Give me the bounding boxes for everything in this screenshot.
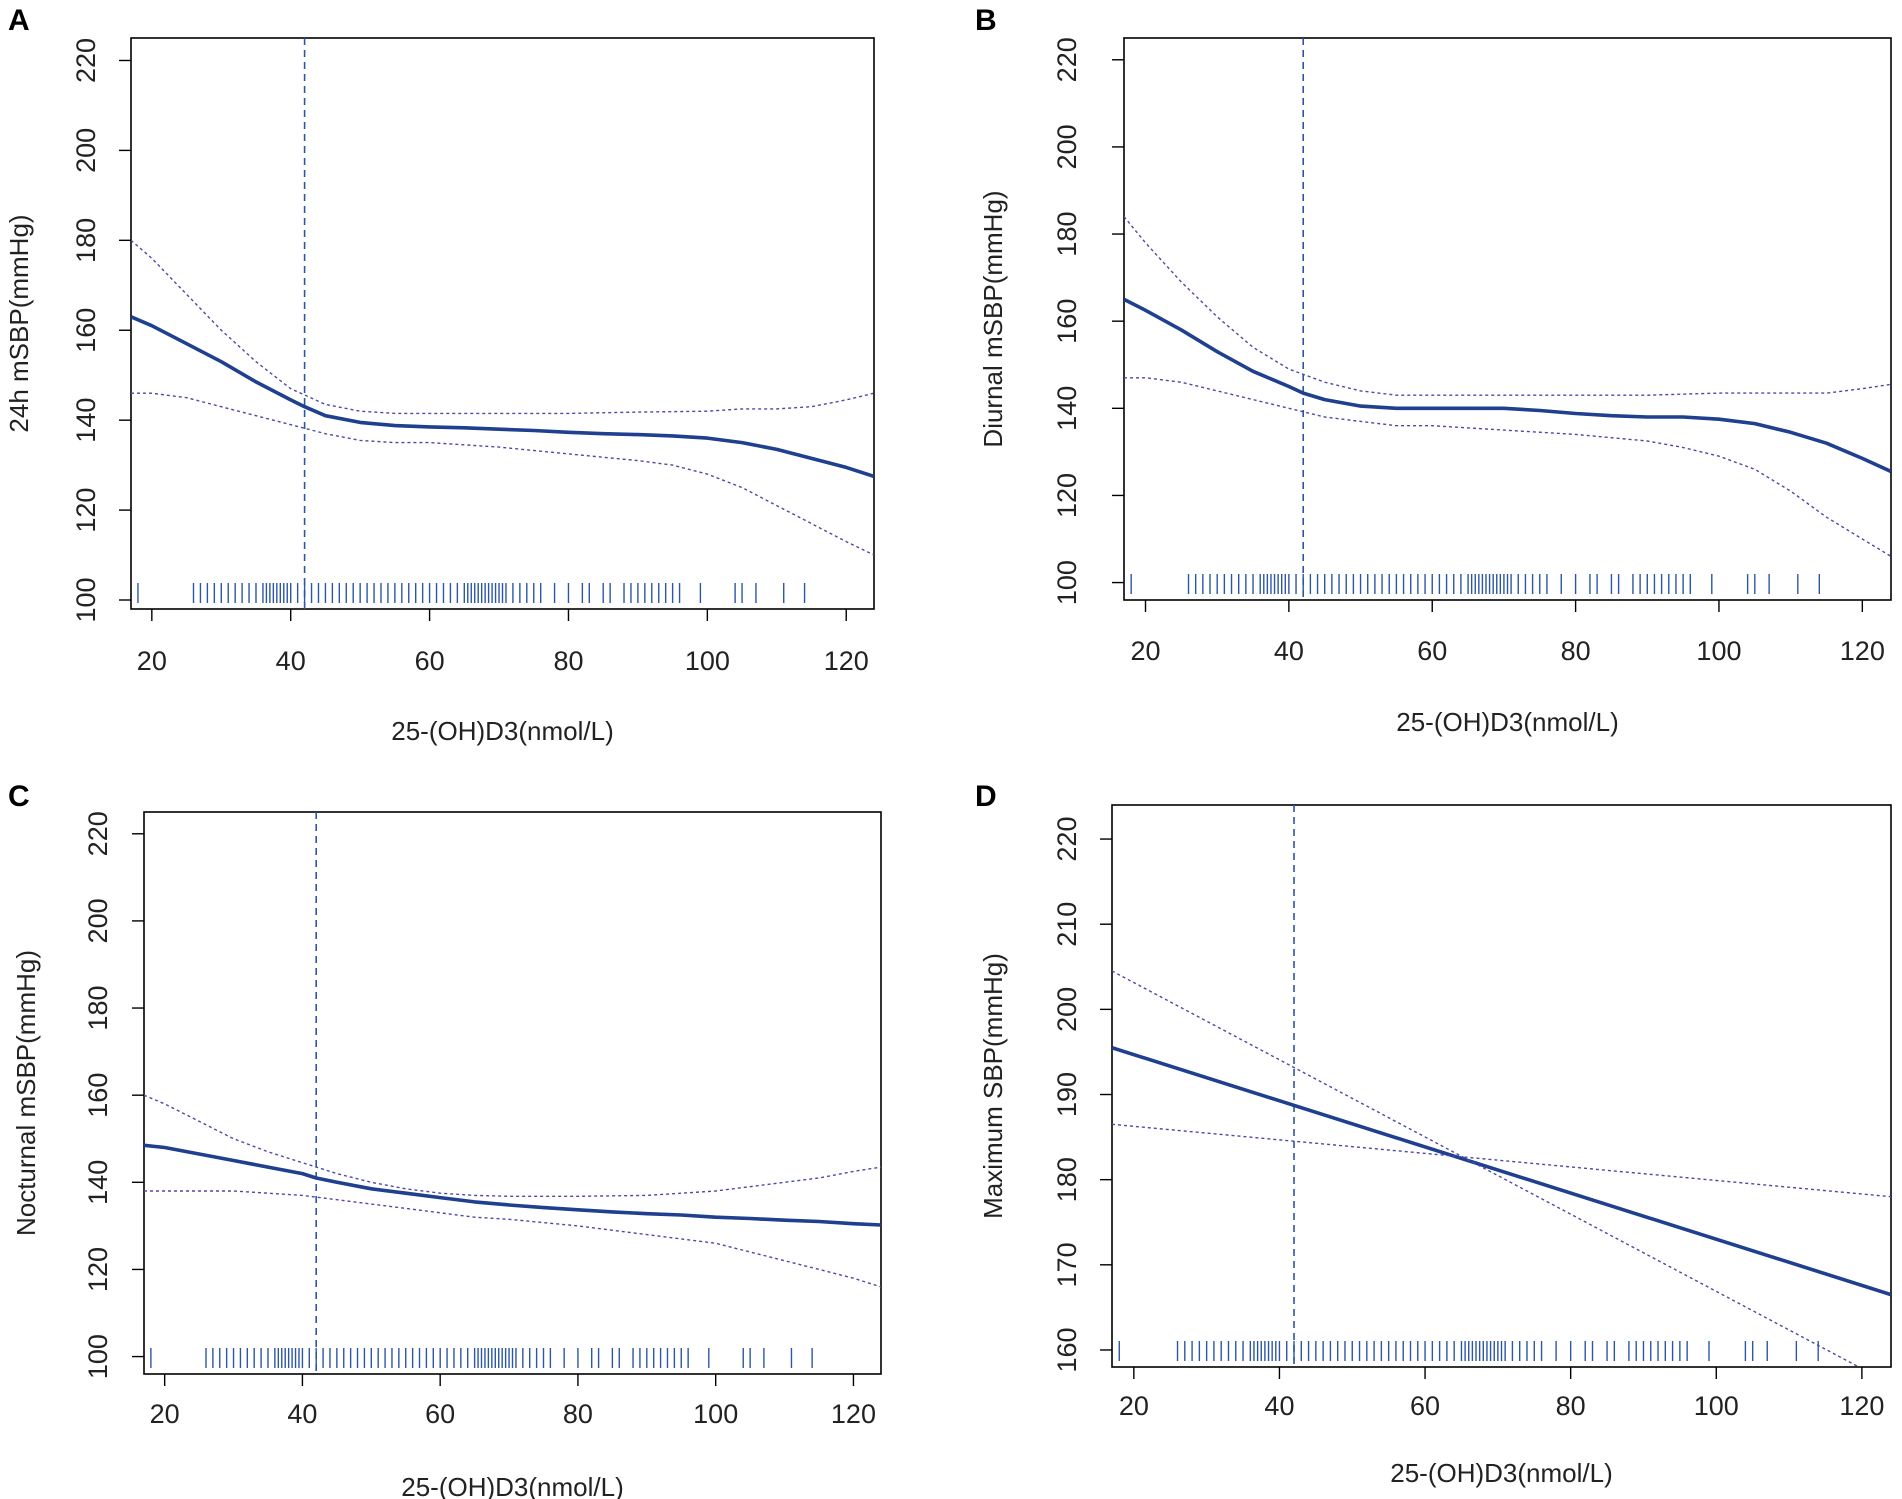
panel-a: A 20 40 60 80 100 120 100 120 140 160 180 200 220 25-(…	[4, 4, 875, 746]
x-tick-label: 60	[1417, 636, 1447, 666]
y-tick-label: 100	[83, 1334, 113, 1379]
x-tick-label: 80	[553, 646, 583, 676]
y-axis-title: Nocturnal mSBP(mmHg)	[11, 950, 41, 1236]
fit-curve	[1124, 297, 1891, 474]
y-tick-label: 180	[83, 986, 113, 1031]
x-tick-label: 120	[831, 1399, 876, 1429]
x-tick-label: 20	[150, 1399, 180, 1429]
x-tick-label: 120	[824, 646, 869, 676]
plot-content	[1124, 38, 1891, 600]
x-tick-label: 40	[1264, 1391, 1294, 1421]
y-tick-label: 180	[1052, 212, 1082, 257]
lower-ci-curve	[144, 1190, 881, 1288]
x-tick-label: 60	[415, 646, 445, 676]
x-tick-label: 100	[685, 646, 730, 676]
plot-frame	[1123, 37, 1892, 601]
x-axis-title: 25-(OH)D3(nmol/L)	[1396, 707, 1619, 737]
y-tick-label: 220	[1052, 817, 1082, 862]
x-tick-label: 100	[1694, 1391, 1739, 1421]
upper-ci-curve	[1112, 970, 1861, 1367]
panel-c: C 20 40 60 80 100 120 100 120 140 160 180 200 220 25-(…	[8, 780, 882, 1499]
y-axis-title: 24h mSBP(mmHg)	[4, 214, 34, 432]
y-axis-title: Maximum SBP(mmHg)	[978, 953, 1008, 1219]
fit-curve	[131, 315, 874, 479]
plot-content	[144, 812, 881, 1374]
fit-curve	[1112, 1045, 1891, 1297]
fit-curve	[144, 1143, 881, 1227]
x-tick-label: 60	[425, 1399, 455, 1429]
y-tick-label: 160	[83, 1073, 113, 1118]
y-tick-label: 120	[1052, 473, 1082, 518]
y-tick-label: 170	[1052, 1242, 1082, 1287]
upper-ci-curve	[131, 239, 874, 415]
x-tick-label: 120	[1839, 1391, 1884, 1421]
y-tick-label: 120	[83, 1247, 113, 1292]
x-tick-label: 20	[1130, 636, 1160, 666]
y-tick-label: 200	[83, 898, 113, 943]
panel-letter: A	[8, 4, 30, 37]
panel-letter: D	[975, 780, 997, 813]
y-tick-label: 120	[71, 488, 101, 533]
y-tick-label: 160	[71, 308, 101, 353]
lower-ci-curve	[1112, 1123, 1891, 1198]
y-tick-label: 220	[71, 38, 101, 83]
x-tick-label: 100	[1696, 636, 1741, 666]
y-tick-label: 210	[1052, 902, 1082, 947]
plot-frame	[130, 37, 875, 610]
y-tick-label: 160	[1052, 299, 1082, 344]
y-tick-label: 200	[71, 128, 101, 173]
y-tick-label: 100	[71, 577, 101, 622]
x-tick-label: 80	[1556, 1391, 1586, 1421]
panel-d: D 20 40 60 80 100 120 160 170 180 190 200 210 220 25-(…	[975, 780, 1892, 1488]
panel-letter: B	[975, 4, 997, 37]
lower-ci-curve	[131, 392, 874, 556]
x-axis-title: 25-(OH)D3(nmol/L)	[391, 716, 614, 746]
x-tick-label: 20	[1119, 1391, 1149, 1421]
plot-content	[131, 38, 874, 609]
upper-ci-curve	[144, 1094, 881, 1198]
x-tick-label: 40	[276, 646, 306, 676]
x-tick-label: 80	[1561, 636, 1591, 666]
y-tick-label: 220	[83, 811, 113, 856]
x-tick-label: 40	[287, 1399, 317, 1429]
y-tick-label: 140	[83, 1160, 113, 1205]
upper-ci-curve	[1124, 216, 1891, 396]
y-tick-label: 160	[1052, 1327, 1082, 1372]
x-tick-label: 60	[1410, 1391, 1440, 1421]
y-tick-label: 100	[1052, 560, 1082, 605]
x-tick-label: 100	[693, 1399, 738, 1429]
y-tick-label: 180	[1052, 1157, 1082, 1202]
lower-ci-curve	[1124, 377, 1891, 557]
y-tick-label: 190	[1052, 1072, 1082, 1117]
y-axis-title: Diurnal mSBP(mmHg)	[978, 190, 1008, 447]
x-tick-label: 20	[137, 646, 167, 676]
y-tick-label: 180	[71, 218, 101, 263]
plot-content	[1112, 805, 1891, 1367]
x-axis-title: 25-(OH)D3(nmol/L)	[1390, 1458, 1613, 1488]
x-tick-label: 120	[1840, 636, 1885, 666]
x-axis-title: 25-(OH)D3(nmol/L)	[401, 1472, 624, 1499]
panel-letter: C	[8, 780, 30, 813]
y-tick-label: 200	[1052, 124, 1082, 169]
y-tick-label: 140	[71, 398, 101, 443]
y-tick-label: 220	[1052, 37, 1082, 82]
plot-frame	[1111, 804, 1892, 1368]
y-tick-label: 200	[1052, 987, 1082, 1032]
plot-frame	[143, 811, 882, 1375]
x-tick-label: 80	[563, 1399, 593, 1429]
panel-b: B 20 40 60 80 100 120 100 120 140 160 180 200 220 25-(…	[975, 4, 1892, 737]
y-tick-label: 140	[1052, 386, 1082, 431]
x-tick-label: 40	[1274, 636, 1304, 666]
